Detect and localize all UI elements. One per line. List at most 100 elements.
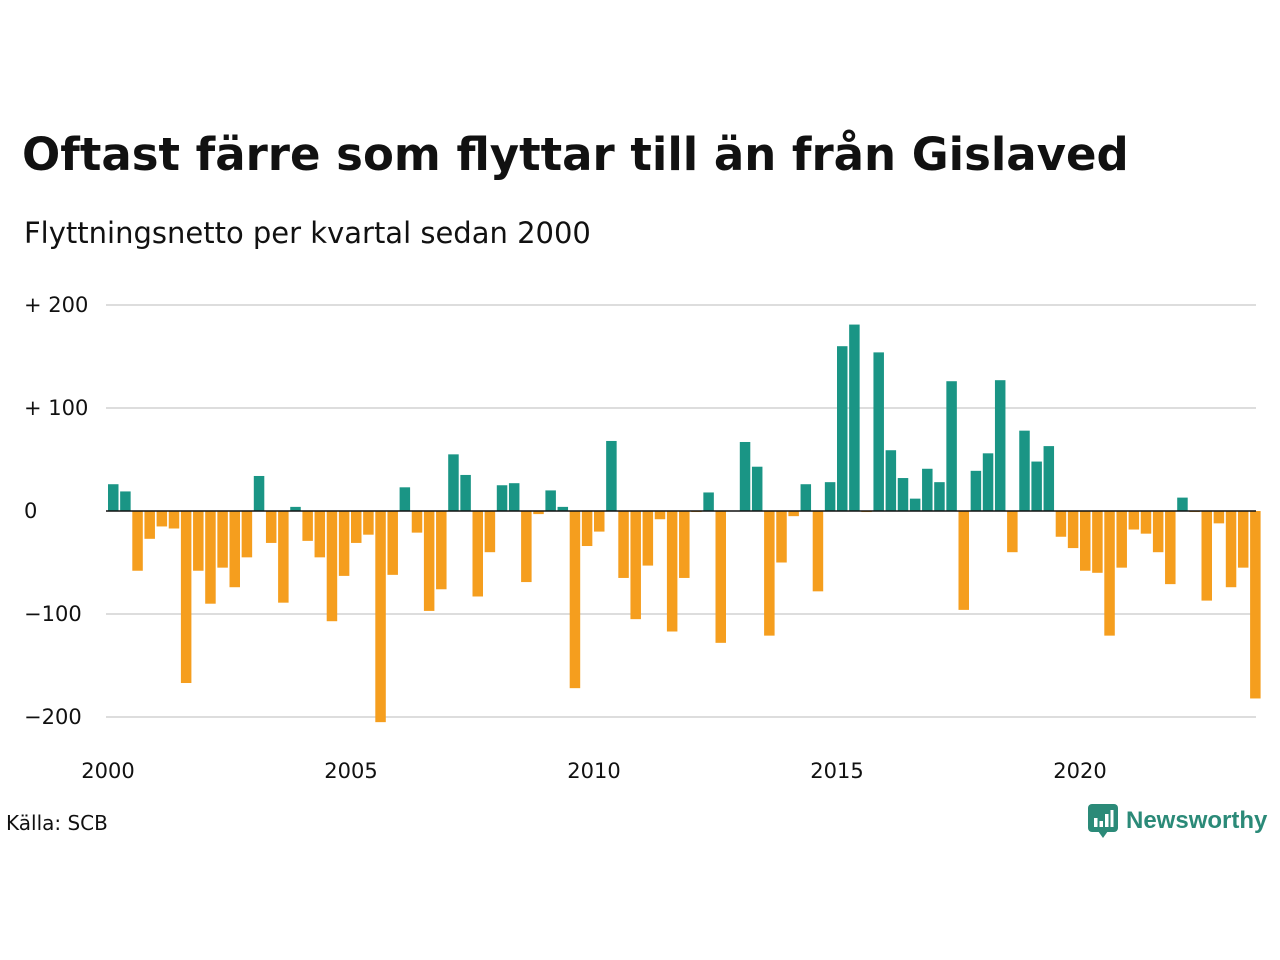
bar-negative xyxy=(1225,511,1237,588)
bar-positive xyxy=(873,352,884,511)
bar-negative xyxy=(375,511,386,723)
bar-negative xyxy=(193,511,204,571)
bar-positive xyxy=(508,483,520,511)
bar-negative xyxy=(679,511,690,578)
x-tick-label: 2005 xyxy=(324,759,377,783)
bar-negative xyxy=(958,511,969,610)
bar-positive xyxy=(934,482,945,511)
x-tick-label: 2000 xyxy=(81,759,134,783)
bar-negative xyxy=(436,511,447,590)
x-tick-label: 2020 xyxy=(1053,759,1106,783)
bar-positive xyxy=(837,346,848,511)
bar-negative xyxy=(642,511,654,566)
bar-positive xyxy=(800,484,812,511)
bar-negative xyxy=(630,511,641,620)
newsworthy-logo-text: Newsworthy xyxy=(1126,807,1268,834)
bar-negative xyxy=(314,511,326,558)
bar-negative xyxy=(265,511,277,543)
x-tick-label: 2015 xyxy=(810,759,863,783)
bar-positive xyxy=(460,474,471,511)
bar-negative xyxy=(521,511,532,583)
bar-positive xyxy=(982,453,994,511)
chart-subtitle: Flyttningsnetto per kvartal sedan 2000 xyxy=(24,216,591,250)
bar-positive xyxy=(909,498,921,511)
bar-negative xyxy=(229,511,240,588)
bar-negative xyxy=(654,511,666,520)
newsworthy-logo: Newsworthy xyxy=(1088,804,1267,838)
bar-negative xyxy=(278,511,289,603)
bar-positive xyxy=(849,324,860,511)
bar-negative xyxy=(569,511,581,689)
bar-positive xyxy=(448,454,459,511)
bar-positive xyxy=(970,470,982,511)
bar-negative xyxy=(338,511,350,576)
bar-chart: + 200 + 100 0 −100 −200 2000 2005 2010 2015 2020 xyxy=(24,293,1261,783)
bar-negative xyxy=(472,511,483,597)
bar-negative xyxy=(715,511,726,643)
bar-negative xyxy=(363,511,374,535)
bar-negative xyxy=(1128,511,1140,530)
bar-positive xyxy=(1177,497,1188,511)
bar-positive xyxy=(897,478,909,511)
bar-positive xyxy=(1043,446,1055,511)
bar-positive xyxy=(496,485,508,511)
bar-negative xyxy=(144,511,155,539)
bar-negative xyxy=(1067,511,1079,549)
bar-negative xyxy=(776,511,787,563)
bar-negative xyxy=(132,511,143,571)
bar-negative xyxy=(594,511,605,532)
y-tick-label: + 100 xyxy=(24,396,88,420)
bar-negative xyxy=(1080,511,1091,571)
bar-positive xyxy=(290,506,301,511)
bar-positive xyxy=(739,441,751,511)
bar-negative xyxy=(1213,511,1225,524)
y-tick-label: 0 xyxy=(24,499,37,523)
bar-positive xyxy=(399,487,411,511)
bar-negative xyxy=(411,511,423,533)
bar-positive xyxy=(606,440,617,511)
y-tick-label: −200 xyxy=(24,705,82,729)
y-tick-label: −100 xyxy=(24,602,82,626)
bar-negative xyxy=(302,511,313,541)
x-tick-label: 2010 xyxy=(567,759,620,783)
chart-title: Oftast färre som flyttar till än från Gi… xyxy=(22,128,1129,181)
bar-negative xyxy=(788,511,799,517)
bar-negative xyxy=(351,511,362,543)
y-tick-label: + 200 xyxy=(24,293,88,317)
bar-negative xyxy=(1237,511,1249,568)
bar-positive xyxy=(108,484,119,511)
bar-negative xyxy=(1055,511,1067,537)
bar-positive xyxy=(1031,461,1042,511)
bar-negative xyxy=(1104,511,1115,636)
bar-layer xyxy=(108,324,1261,723)
newsworthy-logo-icon xyxy=(1088,804,1118,838)
bar-negative xyxy=(618,511,629,578)
bar-positive xyxy=(885,450,897,511)
bar-negative xyxy=(387,511,398,575)
bar-negative xyxy=(764,511,775,636)
bar-negative xyxy=(1152,511,1164,553)
bar-positive xyxy=(545,490,556,511)
bar-negative xyxy=(180,511,192,684)
grid-layer xyxy=(106,304,1256,718)
y-axis-labels: + 200 + 100 0 −100 −200 xyxy=(24,293,88,729)
bar-negative xyxy=(423,511,435,611)
bar-positive xyxy=(946,381,957,511)
bar-negative xyxy=(484,511,496,553)
bar-negative xyxy=(205,511,216,604)
bar-positive xyxy=(120,491,131,511)
bar-positive xyxy=(703,492,714,511)
bar-negative xyxy=(1140,511,1152,534)
bar-negative xyxy=(217,511,228,568)
bar-positive xyxy=(922,468,933,511)
bar-negative xyxy=(1007,511,1018,553)
bar-negative xyxy=(1092,511,1103,573)
bar-negative xyxy=(533,511,544,515)
bar-positive xyxy=(824,482,836,511)
bar-negative xyxy=(156,511,168,527)
bar-negative xyxy=(241,511,253,558)
bar-negative xyxy=(1116,511,1127,568)
bar-negative xyxy=(581,511,593,547)
bar-negative xyxy=(1165,511,1176,585)
